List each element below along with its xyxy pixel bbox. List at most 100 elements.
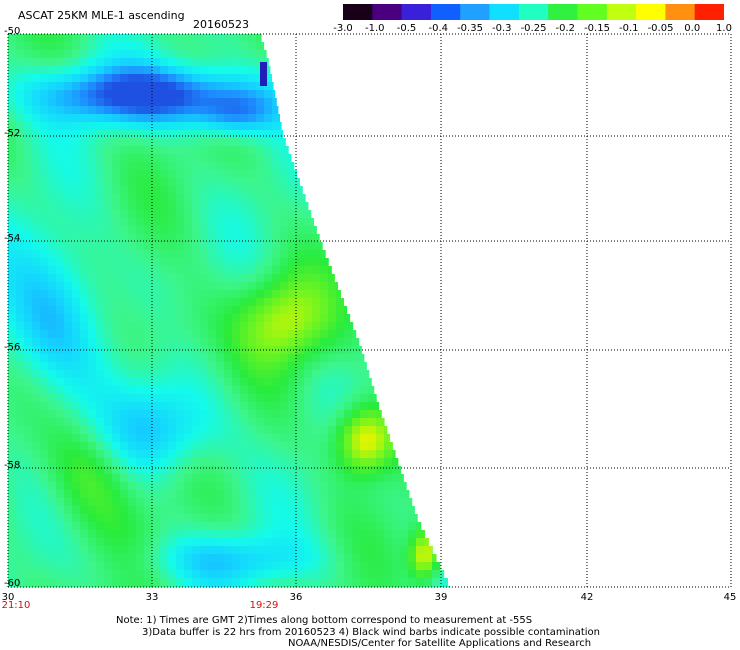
swath-cell <box>120 402 129 411</box>
swath-cell <box>232 42 241 51</box>
swath-cell <box>312 522 321 531</box>
swath-cell <box>144 194 153 203</box>
swath-cell <box>16 402 25 411</box>
swath-cell <box>224 234 233 243</box>
swath-cell <box>288 234 297 243</box>
swath-cell <box>16 42 25 51</box>
swath-cell <box>248 330 257 339</box>
swath-cell <box>272 98 277 107</box>
swath-cell <box>192 58 201 67</box>
swath-cell <box>216 250 225 259</box>
swath-cell <box>144 290 153 299</box>
swath-cell <box>112 458 121 467</box>
swath-cell <box>8 562 17 571</box>
swath-cell <box>168 282 177 291</box>
swath-cell <box>296 490 305 499</box>
swath-cell <box>200 346 209 355</box>
swath-cell <box>136 386 145 395</box>
swath-cell <box>96 258 105 267</box>
swath-cell <box>48 194 57 203</box>
swath-cell <box>48 466 57 475</box>
swath-cell <box>184 322 193 331</box>
swath-cell <box>200 514 209 523</box>
swath-cell <box>256 562 265 571</box>
swath-cell <box>208 194 217 203</box>
swath-cell <box>344 546 353 555</box>
swath-cell <box>64 106 73 115</box>
swath-cell <box>232 554 241 563</box>
swath-cell <box>112 402 121 411</box>
swath-cell <box>96 474 105 483</box>
swath-cell <box>32 522 41 531</box>
swath-cell <box>192 258 201 267</box>
swath-cell <box>360 514 369 523</box>
swath-cell <box>128 530 137 539</box>
swath-cell <box>176 410 185 419</box>
swath-cell <box>248 466 257 475</box>
swath-cell <box>272 370 281 379</box>
swath-cell <box>80 322 89 331</box>
swath-cell <box>16 242 25 251</box>
swath-cell <box>112 266 121 275</box>
swath-cell <box>400 538 409 547</box>
swath-cell <box>400 570 409 579</box>
swath-cell <box>192 386 201 395</box>
swath-cell <box>128 434 137 443</box>
swath-cell <box>408 490 410 499</box>
swath-cell <box>112 186 121 195</box>
swath-cell <box>248 506 257 515</box>
swath-cell <box>88 322 97 331</box>
swath-cell <box>160 234 169 243</box>
swath-cell <box>272 418 281 427</box>
swath-cell <box>328 570 337 579</box>
swath-cell <box>152 154 161 163</box>
swath-cell <box>168 42 177 51</box>
swath-cell <box>80 234 89 243</box>
swath-cell <box>424 530 426 539</box>
swath-cell <box>336 570 345 579</box>
swath-cell <box>48 546 57 555</box>
swath-cell <box>208 58 217 67</box>
swath-cell <box>224 218 233 227</box>
swath-cell <box>192 130 201 139</box>
swath-cell <box>272 490 281 499</box>
swath-cell <box>264 338 273 347</box>
swath-cell <box>96 570 105 579</box>
swath-cell <box>296 346 305 355</box>
swath-cell <box>152 442 161 451</box>
swath-cell <box>88 546 97 555</box>
swath-cell <box>56 154 65 163</box>
swath-cell <box>312 282 321 291</box>
swath-cell <box>408 538 417 547</box>
swath-cell <box>256 410 265 419</box>
swath-cell <box>184 298 193 307</box>
swath-cell <box>216 394 225 403</box>
swath-cell <box>288 370 297 379</box>
swath-cell <box>104 226 113 235</box>
swath-cell <box>304 506 313 515</box>
swath-cell <box>272 170 281 179</box>
swath-cell <box>32 202 41 211</box>
swath-cell <box>144 138 153 147</box>
swath-cell <box>216 442 225 451</box>
swath-cell <box>104 362 113 371</box>
swath-cell <box>120 170 129 179</box>
swath-cell <box>240 410 249 419</box>
swath-cell <box>232 50 241 59</box>
swath-cell <box>248 218 257 227</box>
swath-cell <box>32 82 41 91</box>
swath-cell <box>264 274 273 283</box>
swath-cell <box>72 226 81 235</box>
swath-cell <box>216 274 225 283</box>
swath-cell <box>144 242 153 251</box>
swath-cell <box>272 338 281 347</box>
swath-cell <box>8 554 17 563</box>
swath-cell <box>160 402 169 411</box>
swath-cell <box>32 330 41 339</box>
swath-cell <box>232 330 241 339</box>
swath-cell <box>264 226 273 235</box>
color-scale-label: 0.0 <box>684 23 701 34</box>
swath-cell <box>32 370 41 379</box>
swath-cell <box>328 474 337 483</box>
swath-cell <box>232 514 241 523</box>
